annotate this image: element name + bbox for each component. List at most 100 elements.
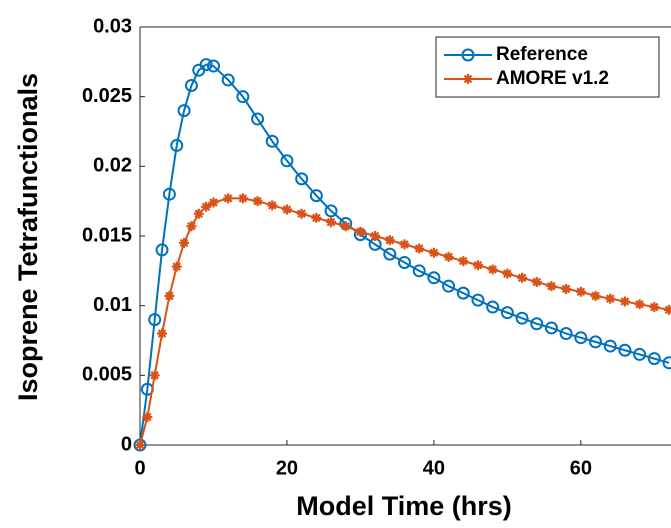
x-tick-label: 0 [134, 457, 145, 479]
data-point [186, 221, 197, 232]
data-point [340, 221, 351, 232]
data-point [649, 302, 660, 313]
data-point [221, 73, 235, 87]
data-point [208, 197, 219, 208]
data-point [252, 196, 263, 207]
data-point [486, 300, 500, 314]
series-line [139, 63, 670, 446]
data-point [647, 352, 661, 366]
data-point [142, 412, 153, 423]
data-point [546, 281, 557, 292]
data-point [399, 239, 410, 250]
y-tick-label: 0.015 [82, 224, 132, 246]
data-point [618, 343, 632, 357]
data-point [295, 172, 309, 186]
data-point [162, 187, 176, 201]
data-point [184, 79, 198, 93]
data-point [427, 271, 441, 285]
data-point [170, 138, 184, 152]
data-point [472, 260, 483, 271]
y-tick-label: 0.03 [93, 15, 132, 37]
legend-box [435, 36, 660, 98]
data-point [326, 217, 337, 228]
data-point [398, 255, 411, 269]
data-point [267, 200, 278, 211]
data-point [281, 204, 292, 215]
data-point [442, 279, 456, 293]
y-tick-label: 0.02 [93, 155, 132, 177]
data-point [157, 328, 168, 339]
x-tick-label: 20 [276, 457, 298, 479]
data-point [177, 104, 191, 118]
data-point [179, 237, 190, 248]
data-point [487, 264, 498, 275]
y-tick-label: 0.025 [82, 85, 132, 107]
data-point [155, 243, 169, 257]
data-point [574, 331, 588, 345]
data-point [515, 311, 529, 325]
data-point [603, 339, 617, 353]
data-point [530, 317, 544, 331]
data-point [414, 243, 425, 254]
data-point [384, 235, 395, 246]
data-point [502, 268, 513, 279]
data-point [135, 440, 145, 450]
data-point [544, 321, 558, 335]
data-point [265, 134, 279, 148]
data-point [237, 193, 248, 204]
data-point [589, 335, 603, 349]
data-point [456, 286, 470, 300]
y-tick-label: 0.01 [93, 294, 132, 316]
data-point [471, 293, 485, 307]
data-point [428, 247, 439, 258]
data-point [309, 189, 323, 203]
data-point [662, 356, 671, 370]
data-point [458, 256, 469, 267]
data-point [517, 272, 528, 283]
data-point [199, 58, 213, 72]
data-point [633, 347, 647, 361]
data-point [531, 276, 542, 287]
data-point [355, 226, 366, 237]
data-point [561, 283, 572, 294]
legend-marker [461, 48, 475, 62]
data-point [296, 208, 307, 219]
data-point [324, 204, 338, 218]
data-point [559, 327, 573, 341]
data-point [443, 251, 454, 262]
series-line [139, 197, 670, 446]
x-tick-label: 60 [570, 457, 592, 479]
data-point [619, 296, 630, 307]
data-point [575, 286, 586, 297]
data-point [223, 193, 234, 204]
data-point [251, 112, 265, 126]
data-point [590, 290, 601, 301]
data-point [370, 231, 381, 241]
data-point [383, 247, 397, 261]
data-point [206, 59, 220, 73]
y-tick-label: 0.005 [82, 364, 132, 386]
y-tick-label: 0 [121, 433, 132, 455]
data-point [280, 154, 294, 168]
legend-label: Reference [496, 44, 588, 65]
legend-marker [463, 74, 473, 84]
data-point [605, 293, 616, 304]
data-point [171, 261, 182, 272]
data-point [236, 90, 250, 104]
data-point [412, 264, 426, 278]
data-point [164, 290, 175, 301]
y-axis-label: Isoprene Tetrafunctionals [13, 73, 43, 401]
data-point [664, 304, 671, 315]
x-axis-label: Model Time (hrs) [296, 491, 512, 521]
data-point [634, 299, 645, 310]
data-point [500, 306, 514, 320]
data-point [311, 212, 322, 223]
legend-label: AMORE v1.2 [496, 68, 609, 89]
data-point [193, 208, 204, 219]
data-point [133, 438, 147, 452]
x-tick-label: 40 [423, 457, 445, 479]
data-point [201, 201, 212, 212]
data-point [149, 370, 160, 381]
data-point [148, 313, 162, 327]
